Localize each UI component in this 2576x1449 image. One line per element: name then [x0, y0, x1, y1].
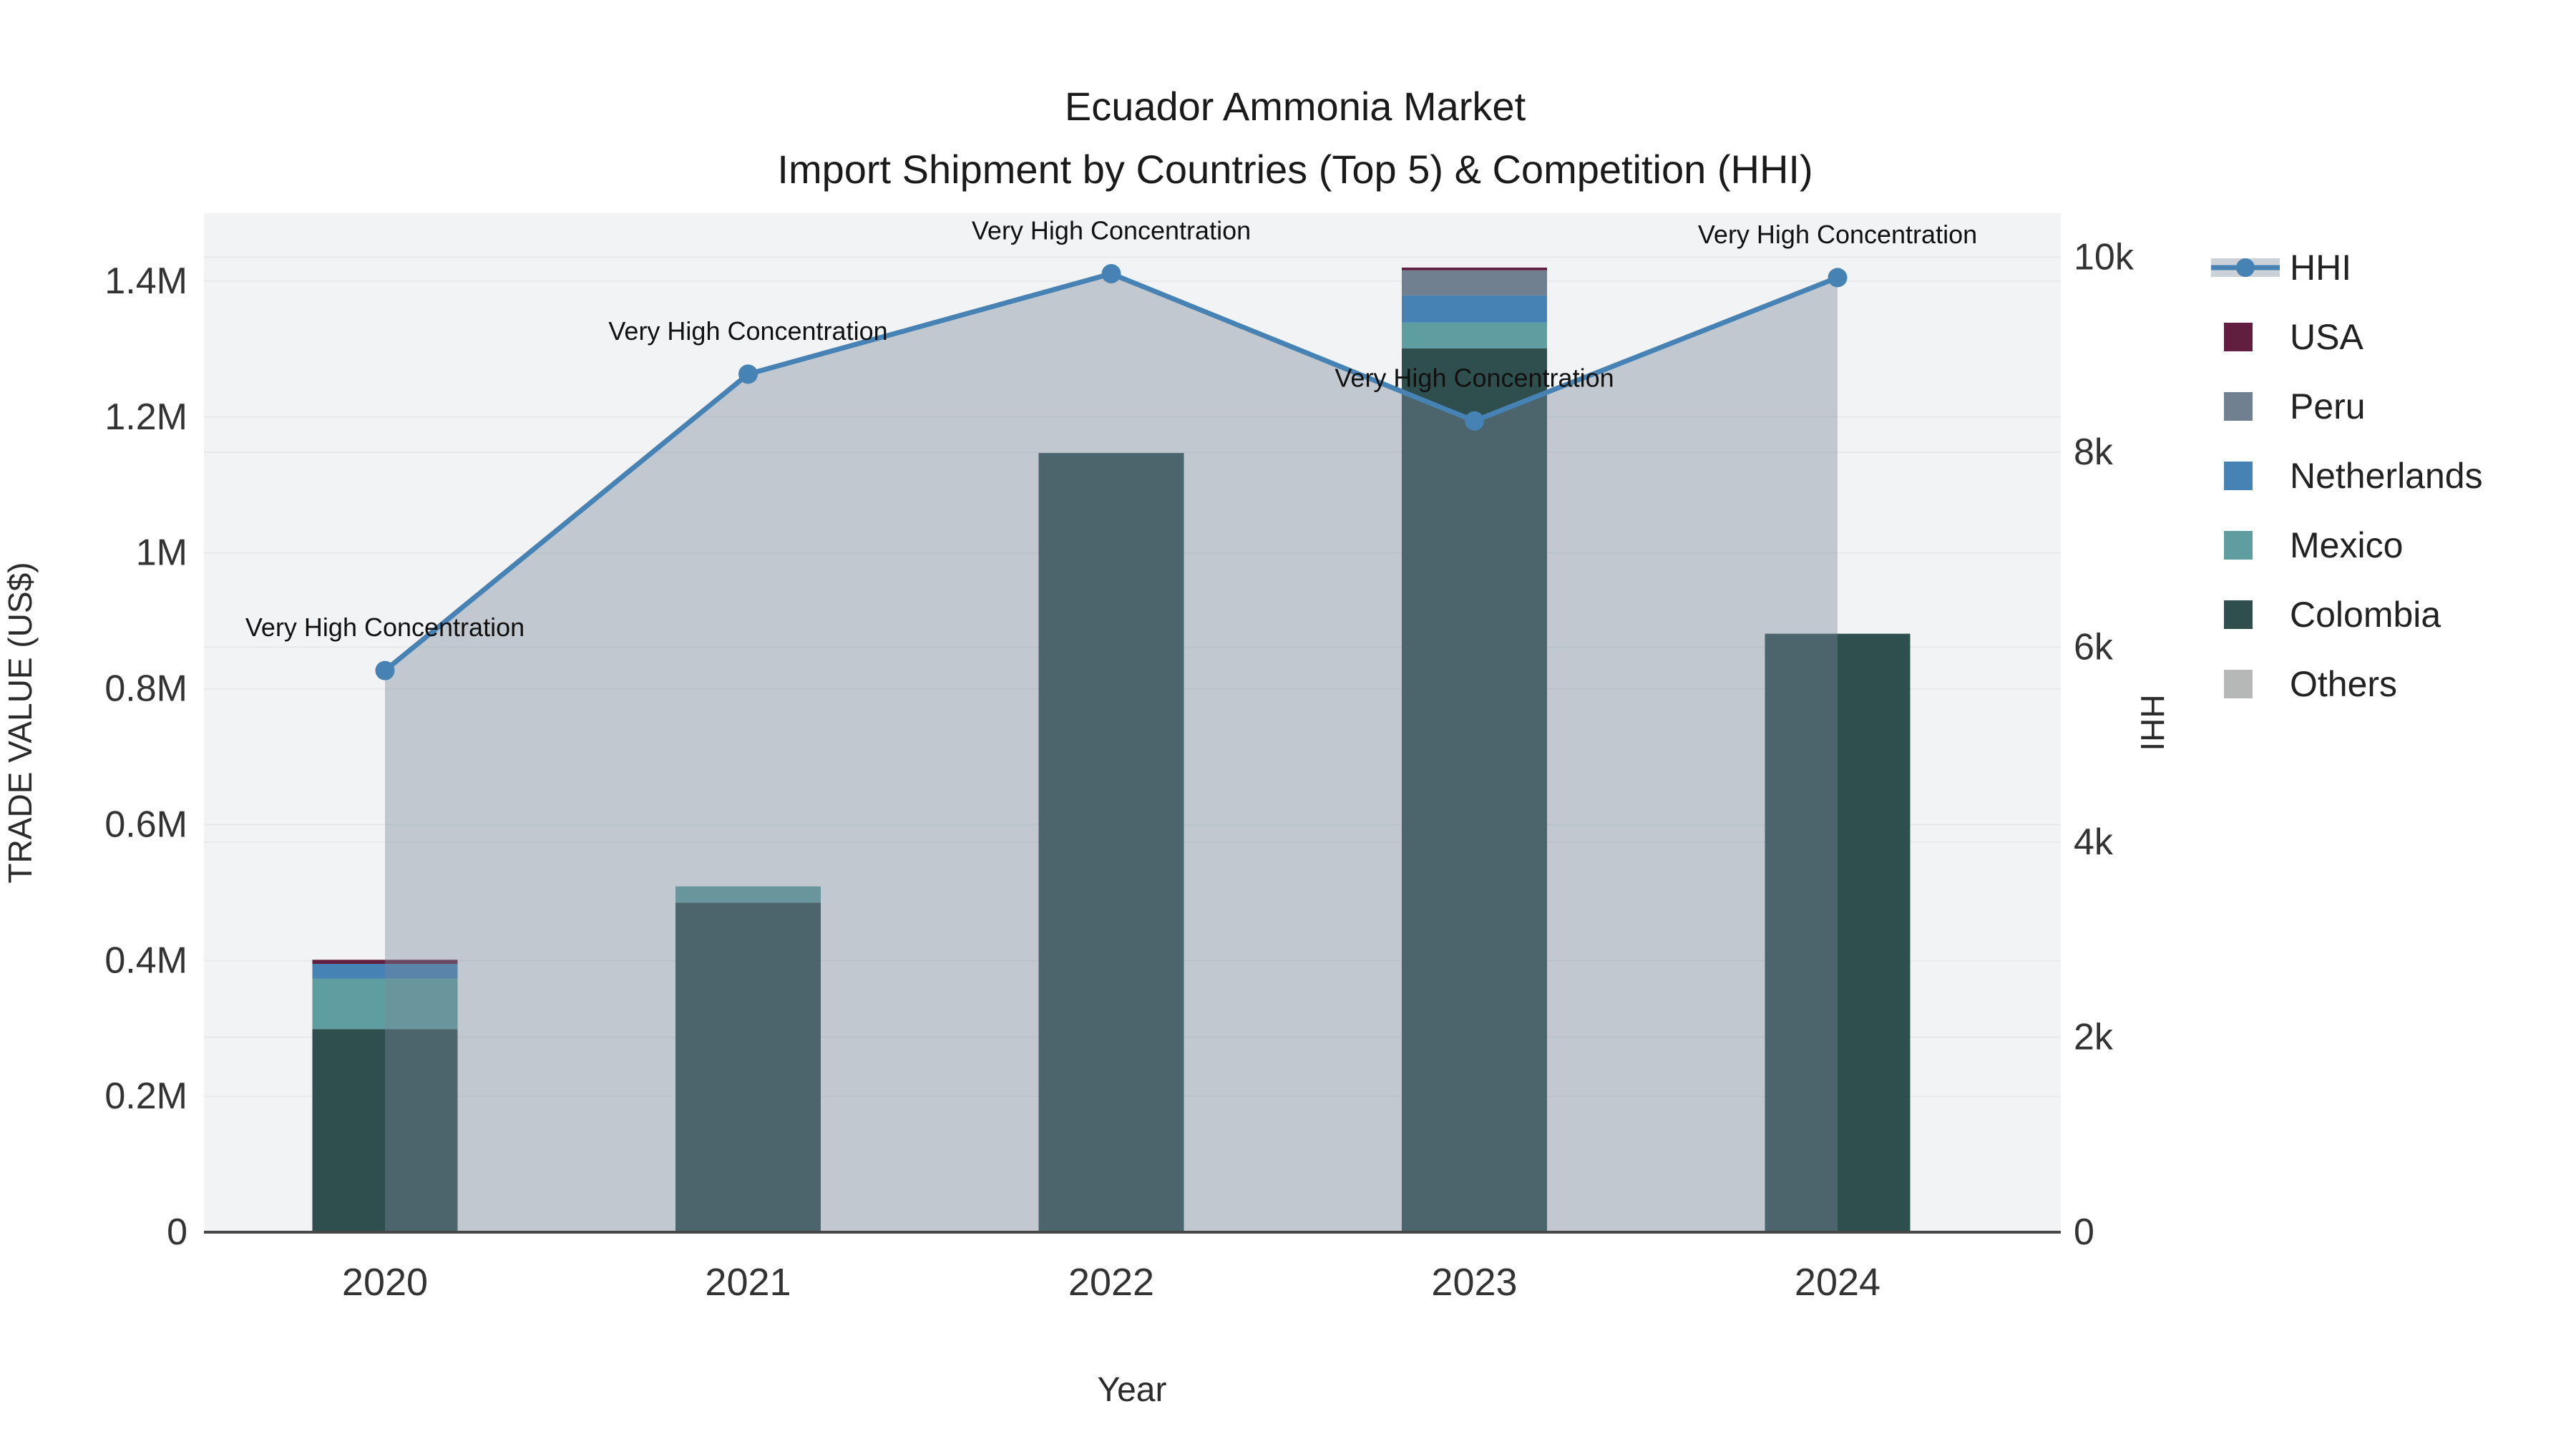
- bar-segment-mexico-2020: [312, 978, 458, 1030]
- bar-series-group: [312, 267, 1911, 1232]
- hhi-line-group: [375, 263, 1848, 680]
- colombia-swatch-icon: [2224, 600, 2253, 629]
- legend-label-usa: USA: [2290, 317, 2363, 357]
- hhi-marker-2024: [1828, 268, 1848, 288]
- hhi-marker-2023: [1465, 411, 1484, 431]
- annotation-2021: Very High Concentration: [608, 316, 887, 346]
- peru-swatch-icon: [2224, 392, 2253, 421]
- annotations-group: Very High Concentration Very High Concent…: [245, 215, 1977, 642]
- bar-segment-usa-2020: [312, 960, 458, 965]
- bar-segment-colombia-2021: [675, 902, 821, 1232]
- x-tick-2023: 2023: [1431, 1261, 1517, 1304]
- annotation-2024: Very High Concentration: [1698, 220, 1977, 249]
- legend: HHI USA Peru Netherlands Mexico Colombia Other…: [2211, 248, 2483, 704]
- y-right-tick-6k: 6k: [2074, 626, 2114, 668]
- bar-segment-usa-2023: [1402, 267, 1547, 270]
- legend-item-peru[interactable]: Peru: [2224, 386, 2366, 426]
- hhi-area-fill: [385, 273, 1838, 1233]
- legend-item-usa[interactable]: USA: [2224, 317, 2363, 357]
- bar-segment-colombia-2023: [1402, 348, 1547, 1232]
- bar-segment-netherlands-2023: [1402, 295, 1547, 323]
- x-tick-2022: 2022: [1068, 1261, 1154, 1304]
- legend-item-colombia[interactable]: Colombia: [2224, 595, 2441, 635]
- legend-item-netherlands[interactable]: Netherlands: [2224, 456, 2483, 496]
- y-right-tick-10k: 10k: [2074, 236, 2135, 278]
- hhi-marker-2022: [1101, 263, 1121, 283]
- x-tick-2020: 2020: [342, 1261, 428, 1304]
- legend-label-peru: Peru: [2290, 386, 2366, 426]
- y-left-tick-0: 0: [167, 1211, 187, 1253]
- y-left-tick-1.2M: 1.2M: [104, 396, 187, 438]
- legend-label-mexico: Mexico: [2290, 525, 2403, 565]
- y-axis-title-left: TRADE VALUE (US$): [1, 562, 39, 883]
- hhi-fill-polygon: [385, 273, 1838, 1233]
- hhi-marker-swatch: [2236, 258, 2255, 277]
- y-right-tick-4k: 4k: [2074, 821, 2114, 863]
- chart-title-line2: Import Shipment by Countries (Top 5) & C…: [777, 147, 1813, 192]
- others-swatch-icon: [2224, 670, 2253, 698]
- legend-label-colombia: Colombia: [2290, 595, 2441, 635]
- bar-segment-colombia-2022: [1038, 453, 1184, 1232]
- bar-segment-mexico-2021: [675, 886, 821, 903]
- hhi-marker-2020: [375, 660, 395, 680]
- legend-item-mexico[interactable]: Mexico: [2224, 525, 2403, 565]
- annotation-2022: Very High Concentration: [972, 215, 1251, 245]
- legend-item-hhi[interactable]: HHI: [2211, 248, 2351, 288]
- annotation-2020: Very High Concentration: [245, 613, 525, 642]
- y-left-tick-1M: 1M: [136, 532, 187, 574]
- chart-title-line1: Ecuador Ammonia Market: [1065, 84, 1526, 129]
- y-right-tick-0: 0: [2074, 1211, 2094, 1253]
- bar-segment-peru-2023: [1402, 270, 1547, 296]
- y-left-tick-0.8M: 0.8M: [104, 668, 187, 710]
- y-left-tick-1.4M: 1.4M: [104, 260, 187, 302]
- legend-label-others: Others: [2290, 664, 2397, 704]
- bar-segment-netherlands-2020: [312, 964, 458, 979]
- y-left-tick-0.2M: 0.2M: [104, 1075, 187, 1117]
- legend-label-hhi: HHI: [2290, 248, 2351, 288]
- y-right-tick-2k: 2k: [2074, 1016, 2114, 1058]
- hhi-marker-2021: [738, 364, 758, 384]
- bar-segment-colombia-2020: [312, 1029, 458, 1232]
- legend-item-others[interactable]: Others: [2224, 664, 2397, 704]
- y-left-tick-0.6M: 0.6M: [104, 804, 187, 845]
- x-tick-2021: 2021: [705, 1261, 791, 1304]
- x-axis-title: Year: [1098, 1371, 1167, 1409]
- mexico-swatch-icon: [2224, 531, 2253, 560]
- y-axis-title-right: HHI: [2134, 694, 2171, 751]
- x-tick-2024: 2024: [1795, 1261, 1880, 1304]
- legend-label-netherlands: Netherlands: [2290, 456, 2483, 496]
- y-left-tick-0.4M: 0.4M: [104, 940, 187, 981]
- netherlands-swatch-icon: [2224, 462, 2253, 490]
- tick-labels-group: 0 0.2M 0.4M 0.6M 0.8M 1M 1.2M 1.4M 0 2k 4k 6k 8k 10k 2…: [104, 236, 2134, 1304]
- bar-segment-colombia-2024: [1765, 633, 1911, 1232]
- usa-swatch-icon: [2224, 323, 2253, 351]
- annotation-2023: Very High Concentration: [1335, 363, 1614, 392]
- y-right-tick-8k: 8k: [2074, 431, 2114, 473]
- bar-segment-mexico-2023: [1402, 322, 1547, 348]
